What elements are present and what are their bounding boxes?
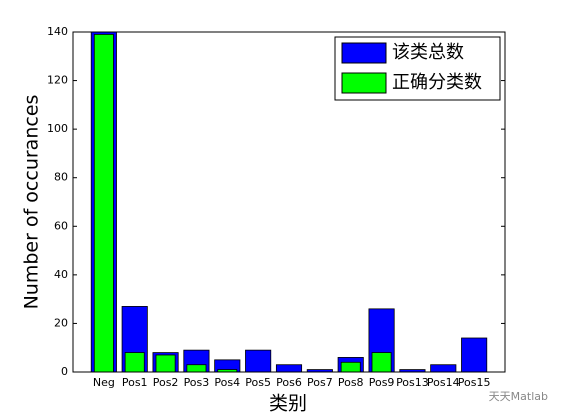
x-tick-label: Pos4 <box>214 376 240 389</box>
x-tick-label: Pos5 <box>245 376 271 389</box>
bar <box>430 364 457 373</box>
axes-box <box>72 31 506 373</box>
y-tick-label: 20 <box>54 316 68 329</box>
x-tick-label: Pos2 <box>153 376 179 389</box>
bar <box>340 361 361 373</box>
x-tick-label: Pos1 <box>122 376 148 389</box>
y-tick-label: 100 <box>47 122 68 135</box>
y-tick-label: 0 <box>61 365 68 378</box>
bar <box>155 354 176 373</box>
x-axis-label: 类别 <box>269 393 307 415</box>
y-tick-label: 140 <box>47 25 68 38</box>
x-tick-label: Pos3 <box>184 376 210 389</box>
bar <box>275 364 303 373</box>
x-tick-label: Pos13 <box>396 376 429 389</box>
bar <box>371 352 392 373</box>
legend-swatch <box>341 72 387 94</box>
y-axis-label: Number of occurances <box>21 95 43 310</box>
x-tick-label: Pos9 <box>369 376 395 389</box>
y-tick-label: 120 <box>47 74 68 87</box>
legend-swatch <box>341 42 387 64</box>
y-tick-label: 60 <box>54 219 68 232</box>
x-tick-label: Neg <box>93 376 115 389</box>
legend-label: 正确分类数 <box>392 72 482 93</box>
legend-label: 该类总数 <box>392 42 464 63</box>
x-tick-label: Pos8 <box>338 376 364 389</box>
x-tick-label: Pos15 <box>458 376 491 389</box>
watermark: 天天Matlab <box>489 390 548 403</box>
y-tick-label: 40 <box>54 268 68 281</box>
bar <box>461 337 488 373</box>
bar <box>245 349 272 373</box>
y-tick-label: 80 <box>54 171 68 184</box>
x-tick-label: Pos6 <box>276 376 302 389</box>
x-tick-label: Pos14 <box>427 376 460 389</box>
bar <box>124 352 145 373</box>
x-tick-label: Pos7 <box>307 376 333 389</box>
bar <box>93 34 114 373</box>
bar <box>186 364 207 373</box>
